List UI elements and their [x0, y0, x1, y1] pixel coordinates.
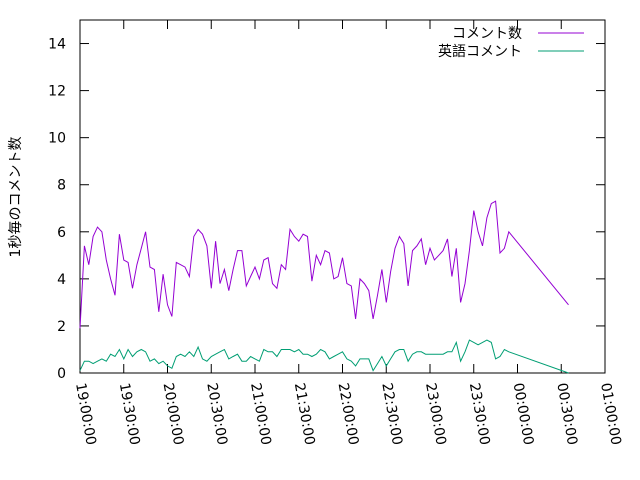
- y-tick-label: 14: [48, 37, 66, 53]
- series-line-english-comments: [79, 339, 569, 374]
- x-tick-label: 23:00:00: [422, 382, 449, 447]
- x-tick-label: 23:30:00: [466, 382, 493, 447]
- x-tick-label: 19:00:00: [72, 382, 99, 447]
- y-tick-label: 8: [57, 178, 66, 194]
- y-tick-label: 6: [57, 225, 66, 241]
- x-tick-label: 19:30:00: [116, 382, 143, 447]
- x-tick-label: 21:30:00: [291, 382, 318, 447]
- y-tick-label: 12: [48, 84, 66, 100]
- legend-label: コメント数: [452, 26, 522, 42]
- plot-frame: [79, 19, 606, 374]
- x-tick-label: 20:30:00: [203, 382, 230, 447]
- y-axis-title: 1秒毎のコメント数: [8, 137, 24, 258]
- axes-layer: 0 2 4 6 8 10 12 14 19:00:00 19:30:00 20:00:00 20:30…: [48, 19, 624, 447]
- x-tick-label: 00:30:00: [553, 382, 580, 447]
- series-layer: [79, 200, 569, 374]
- x-tick-label: 22:30:00: [378, 382, 405, 447]
- x-tick-label: 22:00:00: [335, 382, 362, 447]
- y-tick-label: 4: [57, 272, 66, 288]
- y-tick-label: 10: [48, 131, 66, 147]
- x-tick-label: 21:00:00: [247, 382, 274, 447]
- x-tick-label: 00:00:00: [510, 382, 537, 447]
- x-tick-label: 20:00:00: [160, 382, 187, 447]
- x-tick-label: 01:00:00: [597, 382, 624, 447]
- y-tick-label: 0: [57, 366, 66, 382]
- series-line-comments: [79, 200, 569, 329]
- legend-label: 英語コメント: [438, 43, 522, 60]
- y-tick-label: 2: [57, 319, 66, 335]
